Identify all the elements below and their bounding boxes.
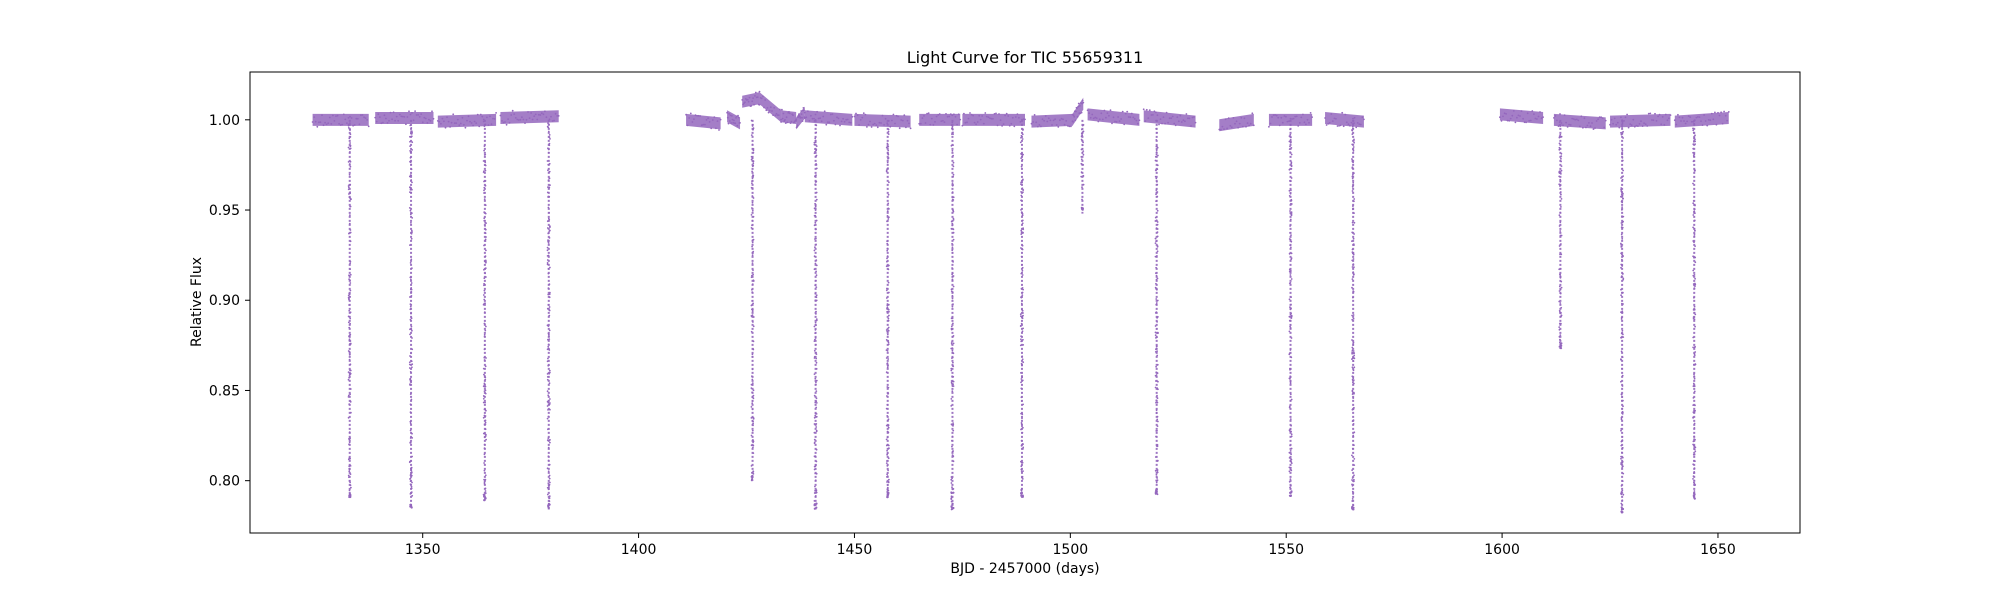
flux-segment-points-13 bbox=[918, 112, 962, 126]
flux-segment-points-12 bbox=[853, 112, 912, 130]
flux-segment-points-17 bbox=[1086, 109, 1141, 126]
flux-segment-points-14 bbox=[961, 112, 1026, 128]
flux-segment-points-1 bbox=[311, 113, 370, 128]
flux-segment-points-19 bbox=[1218, 112, 1255, 131]
plot-frame bbox=[249, 71, 1801, 534]
x-tick-label-1400: 1400 bbox=[621, 542, 657, 558]
transit-dip-11 bbox=[1154, 119, 1159, 496]
y-axis: 0.80 0.85 0.90 0.95 1.00 bbox=[209, 113, 250, 490]
flux-segment-points-11 bbox=[803, 110, 854, 127]
transit-dip-7 bbox=[885, 119, 890, 499]
transit-dip-6 bbox=[813, 119, 818, 510]
transit-dip-5 bbox=[750, 119, 755, 482]
flux-segment-points-5 bbox=[685, 112, 722, 131]
transit-dip-13 bbox=[1351, 119, 1356, 512]
flux-segment-points-6 bbox=[726, 111, 741, 127]
transit-dip-2 bbox=[408, 119, 414, 509]
flux-segment-points-25 bbox=[1673, 110, 1730, 127]
y-axis-label: Relative Flux bbox=[189, 257, 205, 347]
x-tick-label-1350: 1350 bbox=[405, 542, 441, 558]
y-tick-label-0.80: 0.80 bbox=[209, 474, 240, 490]
transit-dip-10 bbox=[1080, 119, 1085, 214]
x-tick-label-1500: 1500 bbox=[1053, 542, 1089, 558]
transit-dip-9 bbox=[1019, 119, 1025, 499]
y-tick-label-0.95: 0.95 bbox=[209, 203, 240, 219]
transit-dip-8 bbox=[950, 119, 955, 511]
transit-dip-15 bbox=[1620, 119, 1625, 514]
y-tick-label-1.00: 1.00 bbox=[209, 113, 240, 129]
flux-segment-23 bbox=[1553, 113, 1606, 130]
flux-segment-points-21 bbox=[1324, 111, 1365, 129]
flux-segment-11 bbox=[804, 110, 853, 126]
flux-segment-points-9 bbox=[780, 108, 798, 124]
flux-segment-points-7 bbox=[741, 91, 761, 107]
flux-segment-15 bbox=[1031, 113, 1073, 128]
flux-segment-points-2 bbox=[374, 110, 435, 126]
y-tick-label-0.85: 0.85 bbox=[209, 383, 240, 399]
flux-segment-4 bbox=[500, 110, 559, 125]
x-axis: 1350 1400 1450 1500 1550 1600 1650 bbox=[405, 533, 1736, 558]
transit-dip-12 bbox=[1288, 119, 1293, 497]
plot-area bbox=[311, 90, 1730, 514]
flux-segment-points-22 bbox=[1499, 110, 1544, 124]
flux-segment-points-18 bbox=[1142, 108, 1197, 127]
flux-segment-points-15 bbox=[1030, 113, 1074, 128]
flux-segment-points-8 bbox=[758, 90, 782, 123]
x-tick-label-1450: 1450 bbox=[837, 542, 873, 558]
x-tick-label-1650: 1650 bbox=[1700, 542, 1736, 558]
flux-segment-points-16 bbox=[1071, 99, 1085, 123]
transit-dip-1 bbox=[347, 119, 352, 499]
transit-dip-3 bbox=[482, 119, 487, 502]
flux-segment-22 bbox=[1499, 108, 1544, 125]
flux-segment-points-20 bbox=[1268, 112, 1313, 128]
flux-segment-16 bbox=[1072, 97, 1084, 126]
x-axis-label: BJD - 2457000 (days) bbox=[950, 561, 1099, 577]
flux-segment-points-23 bbox=[1553, 113, 1607, 131]
transit-dip-4 bbox=[546, 119, 551, 510]
flux-segment-points-3 bbox=[436, 112, 497, 129]
transit-dip-16 bbox=[1692, 119, 1697, 500]
y-tick-label-0.90: 0.90 bbox=[209, 293, 240, 309]
chart-title: Light Curve for TIC 55659311 bbox=[907, 48, 1144, 67]
x-tick-label-1550: 1550 bbox=[1268, 542, 1304, 558]
flux-segment-14 bbox=[962, 113, 1025, 126]
x-tick-label-1600: 1600 bbox=[1484, 542, 1520, 558]
flux-segment-points-4 bbox=[499, 109, 560, 126]
flux-segment-13 bbox=[919, 113, 961, 126]
flux-segment-5 bbox=[686, 113, 721, 130]
transit-dip-14 bbox=[1558, 119, 1563, 350]
flux-segment-1 bbox=[312, 113, 369, 126]
